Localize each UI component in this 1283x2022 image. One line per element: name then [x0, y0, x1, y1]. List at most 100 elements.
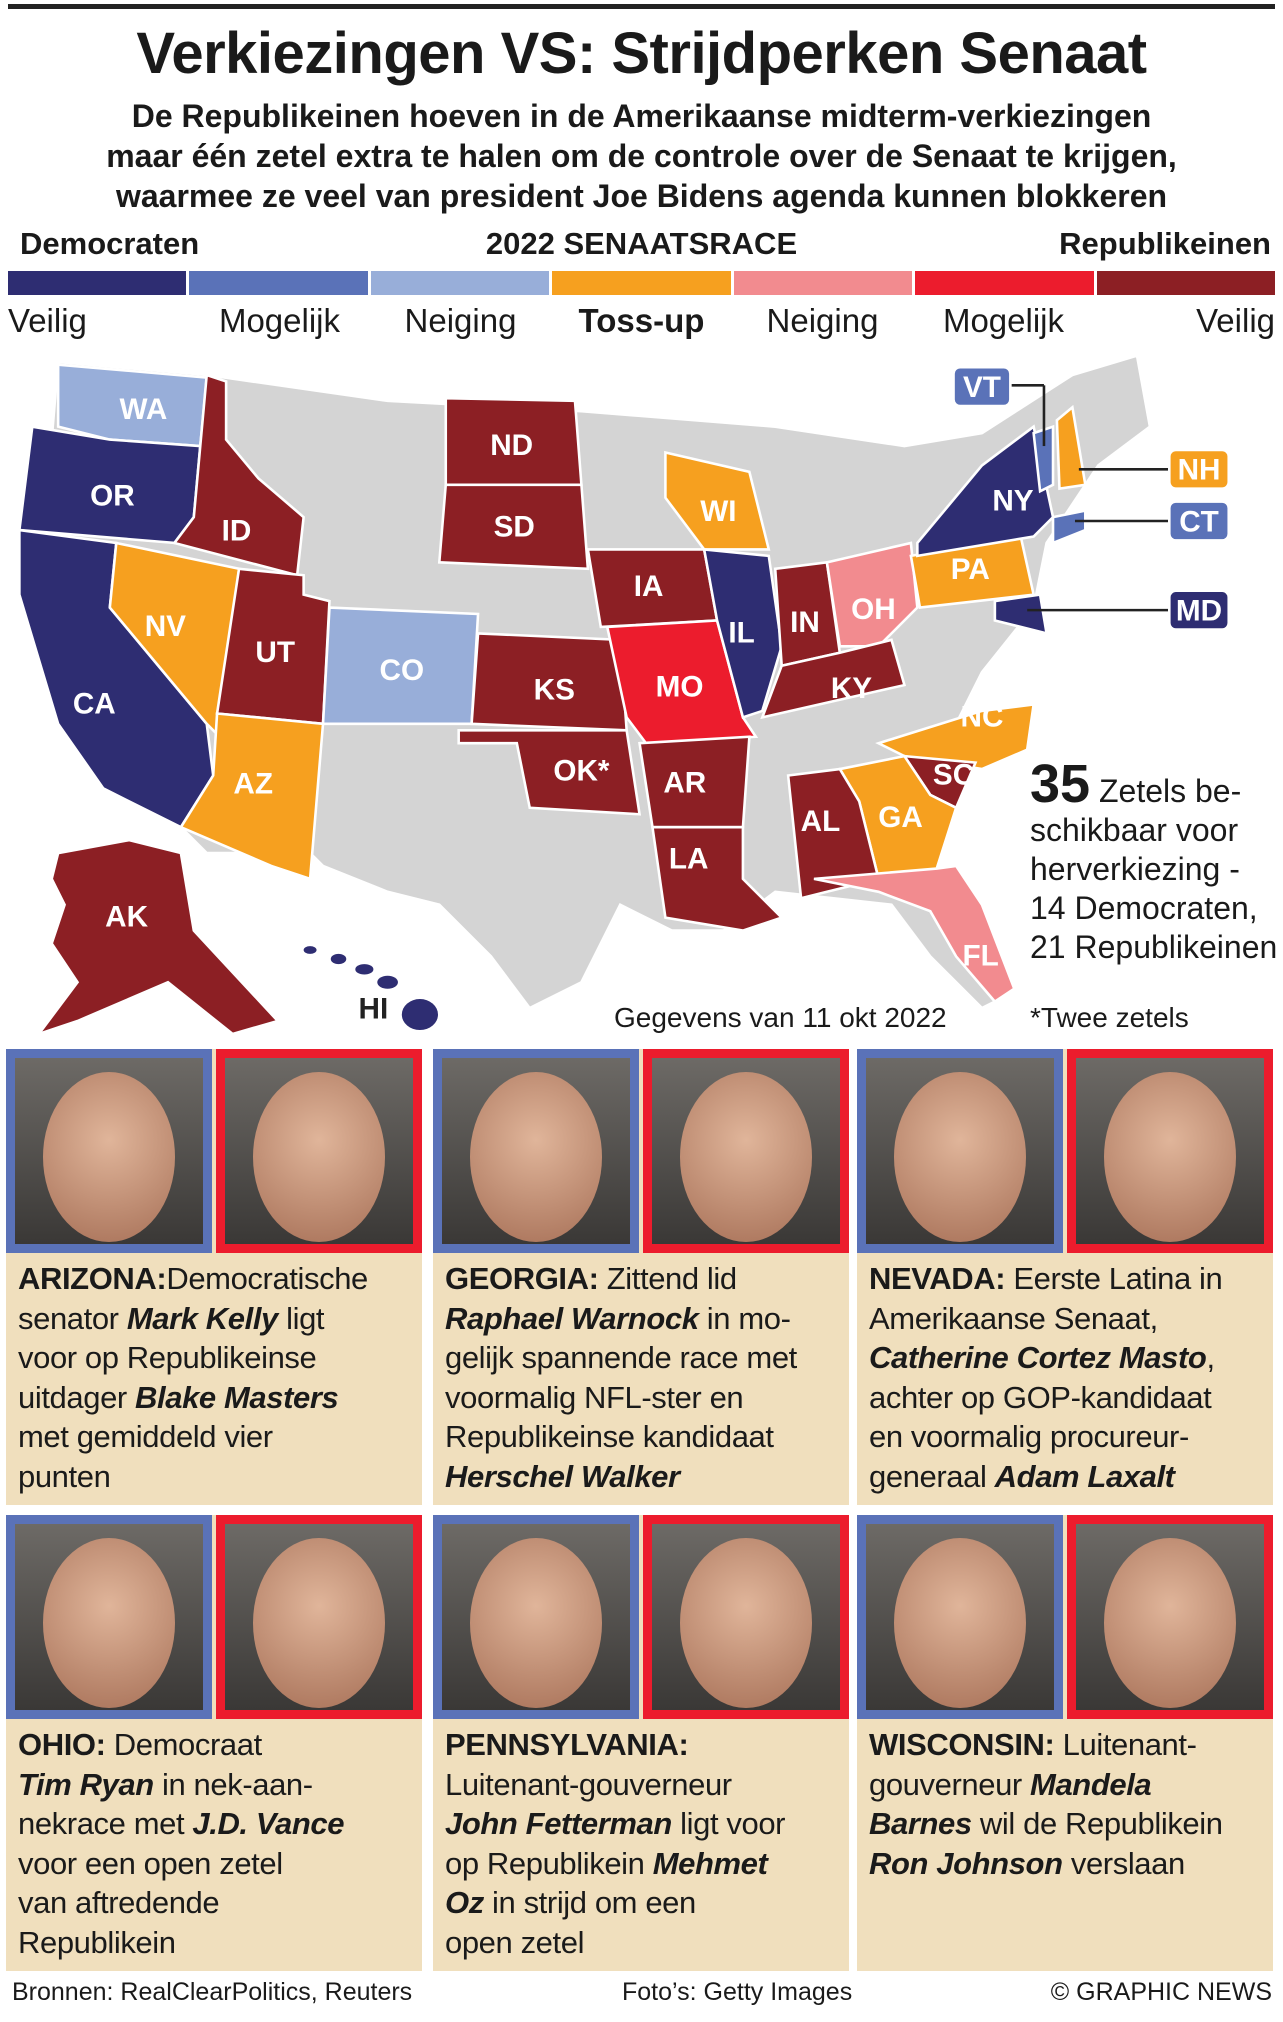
- legend-republicans: Republikeinen: [1059, 226, 1271, 261]
- label-nv: NV: [145, 610, 186, 643]
- text-line: Barnes wil de Republikein: [869, 1804, 1267, 1844]
- text-line: senator Mark Kelly ligt: [18, 1299, 416, 1339]
- state-ct[interactable]: [1051, 509, 1087, 545]
- republican-candidate-photo: [216, 1515, 422, 1719]
- text-segment: senator: [18, 1300, 127, 1336]
- text-line: van aftredende: [18, 1883, 416, 1923]
- text-segment: open zetel: [445, 1924, 585, 1960]
- text-line: Amerikaanse Senaat,: [869, 1299, 1267, 1339]
- seats-text: Zetels be-: [1098, 773, 1242, 809]
- race-description: ARIZONA:Democratische senator Mark Kelly …: [18, 1259, 416, 1496]
- text-segment: van aftredende: [18, 1885, 220, 1920]
- label-md: MD: [1176, 594, 1222, 627]
- legend-labels: Veilig Mogelijk Neiging Toss-up Neiging Mogel…: [8, 302, 1275, 342]
- state-wi[interactable]: [664, 450, 771, 551]
- text-line: uitdager Blake Masters: [18, 1378, 416, 1418]
- state-il[interactable]: [702, 547, 784, 720]
- candidate-name: Mehmet: [652, 1845, 768, 1881]
- state-hi[interactable]: [303, 946, 439, 1031]
- seats-number: 35: [1030, 754, 1091, 814]
- state-ak[interactable]: [35, 838, 281, 1037]
- text-line: Tim Ryan in nek-aan-: [18, 1765, 416, 1805]
- text-line: Raphael Warnock in mo-: [445, 1299, 843, 1339]
- state-nh[interactable]: [1055, 404, 1087, 491]
- legend-swatch: [1096, 271, 1275, 295]
- race-panel: NEVADA: Eerste Latina in Amerikaanse Sena…: [857, 1049, 1273, 1505]
- state-oh[interactable]: [825, 541, 919, 648]
- data-date-note: Gegevens van 11 okt 2022: [614, 1002, 947, 1033]
- text-line: Republikein: [18, 1923, 416, 1963]
- legend-label: Neiging: [766, 302, 879, 339]
- label-nc: NC: [961, 700, 1004, 733]
- candidate-name: Ron Johnson: [869, 1845, 1063, 1881]
- label-nh: NH: [1178, 454, 1221, 487]
- republican-candidate-photo: [643, 1515, 849, 1719]
- republican-candidate-photo: [1067, 1515, 1273, 1719]
- candidate-name: Mandela: [1030, 1766, 1152, 1802]
- democrat-candidate-photo: [857, 1049, 1063, 1253]
- text-line: open zetel: [445, 1923, 843, 1963]
- state-vt[interactable]: [1032, 424, 1055, 494]
- seats-text: 21 Republikeinen: [1030, 929, 1278, 965]
- text-line: GEORGIA: Zittend lid: [445, 1259, 843, 1299]
- callout-boxes: [952, 365, 1231, 631]
- state-name: PENNSYLVANIA:: [445, 1727, 689, 1762]
- text-segment: en voormalig procureur-: [869, 1419, 1189, 1454]
- label-or: OR: [90, 479, 135, 512]
- text-line: Herschel Walker: [445, 1457, 843, 1497]
- text-segment: ,: [1206, 1340, 1215, 1375]
- state-md[interactable]: [993, 593, 1049, 636]
- text-segment: punten: [18, 1458, 111, 1494]
- text-segment: Democraat: [105, 1727, 262, 1762]
- race-panel: WISCONSIN: Luitenant-gouverneur Mandela B…: [857, 1515, 1273, 1971]
- seats-text: 14 Democraten,: [1030, 890, 1258, 926]
- candidate-name: Barnes: [869, 1806, 972, 1841]
- text-segment: voor een open zetel: [18, 1845, 283, 1881]
- candidate-name: Mark Kelly: [126, 1300, 278, 1336]
- label-ga: GA: [878, 801, 923, 834]
- label-ut: UT: [255, 636, 295, 669]
- text-segment: op Republikein: [445, 1845, 653, 1881]
- state-id[interactable]: [172, 373, 305, 577]
- legend-swatch: [552, 271, 731, 295]
- race-panel: PENNSYLVANIA: Luitenant-gouverneur John Fe…: [433, 1515, 849, 1971]
- text-line: gelijk spannende race met: [445, 1338, 843, 1378]
- candidate-name: J.D. Vance: [192, 1806, 345, 1841]
- text-segment: Eerste Latina in: [1005, 1261, 1223, 1296]
- state-nv[interactable]: [108, 541, 241, 740]
- us-senate-map: WA OR CA NV ID UT AZ CO ND SD KS OK* IA …: [17, 353, 1231, 1037]
- text-line: achter op GOP-kandidaat: [869, 1378, 1267, 1418]
- race-panel: ARIZONA:Democratische senator Mark Kelly …: [6, 1049, 422, 1505]
- text-line: en voormalig procureur-: [869, 1417, 1267, 1457]
- state-ok[interactable]: [457, 729, 642, 816]
- text-segment: in mo-: [698, 1300, 791, 1336]
- race-description: NEVADA: Eerste Latina in Amerikaanse Sena…: [869, 1259, 1267, 1496]
- label-ct: CT: [1179, 505, 1219, 538]
- legend-label: Mogelijk: [942, 302, 1065, 339]
- text-line: generaal Adam Laxalt: [869, 1457, 1267, 1497]
- text-segment: gouverneur: [869, 1766, 1031, 1802]
- seats-text: herverkiezing -: [1030, 851, 1240, 887]
- text-segment: Luitenant-: [1054, 1727, 1197, 1762]
- text-segment: Republikein: [18, 1924, 176, 1960]
- label-co: CO: [380, 654, 425, 687]
- state-fl[interactable]: [813, 864, 1016, 1004]
- subtitle: De Republikeinen hoeven in de Amerikaans…: [0, 96, 1283, 216]
- text-line: Republikeinse kandidaat: [445, 1417, 843, 1457]
- democrat-candidate-photo: [6, 1049, 212, 1253]
- state-ky[interactable]: [760, 638, 907, 720]
- text-line: PENNSYLVANIA:: [445, 1725, 843, 1765]
- text-line: Ron Johnson verslaan: [869, 1844, 1267, 1884]
- label-mo: MO: [656, 671, 704, 704]
- text-segment: Luitenant-gouverneur: [445, 1766, 732, 1802]
- candidate-name: Herschel Walker: [445, 1458, 680, 1494]
- candidate-name: Raphael Warnock: [445, 1300, 699, 1336]
- legend-color-bar: [8, 271, 1275, 295]
- state-sd[interactable]: [437, 483, 590, 571]
- race-panel: GEORGIA: Zittend lid Raphael Warnock in m…: [433, 1049, 849, 1505]
- state-la[interactable]: [650, 825, 785, 932]
- copyright: © GRAPHIC NEWS: [1050, 1978, 1272, 2006]
- democrat-candidate-photo: [433, 1515, 639, 1719]
- label-sd: SD: [494, 510, 535, 543]
- text-line: WISCONSIN: Luitenant-: [869, 1725, 1267, 1765]
